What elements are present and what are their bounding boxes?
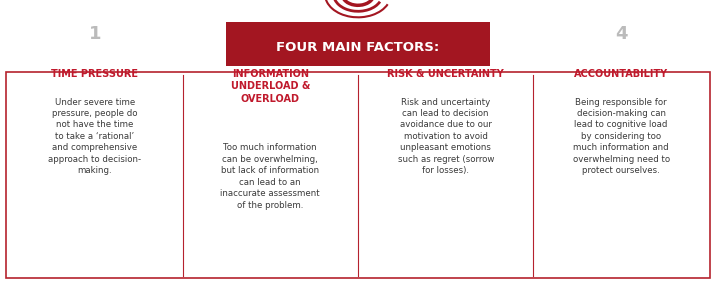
- FancyBboxPatch shape: [6, 72, 710, 278]
- Text: 2: 2: [264, 26, 276, 43]
- Text: TIME PRESSURE: TIME PRESSURE: [52, 69, 138, 79]
- Text: FOUR MAIN FACTORS:: FOUR MAIN FACTORS:: [276, 41, 440, 54]
- Text: RISK & UNCERTAINTY: RISK & UNCERTAINTY: [387, 69, 504, 79]
- Text: Under severe time
pressure, people do
not have the time
to take a ‘rational’
and: Under severe time pressure, people do no…: [48, 98, 142, 175]
- Text: 3: 3: [440, 26, 452, 43]
- Text: 1: 1: [89, 26, 101, 43]
- FancyBboxPatch shape: [226, 22, 490, 66]
- Text: Being responsible for
decision-making can
lead to cognitive load
by considering : Being responsible for decision-making ca…: [573, 98, 669, 175]
- Text: ACCOUNTABILITY: ACCOUNTABILITY: [574, 69, 668, 79]
- Text: INFORMATION
UNDERLOAD &
OVERLOAD: INFORMATION UNDERLOAD & OVERLOAD: [231, 69, 310, 104]
- Text: Too much information
can be overwhelming,
but lack of information
can lead to an: Too much information can be overwhelming…: [221, 144, 320, 210]
- Text: Risk and uncertainty
can lead to decision
avoidance due to our
motivation to avo: Risk and uncertainty can lead to decisio…: [397, 98, 494, 175]
- Text: 4: 4: [615, 26, 627, 43]
